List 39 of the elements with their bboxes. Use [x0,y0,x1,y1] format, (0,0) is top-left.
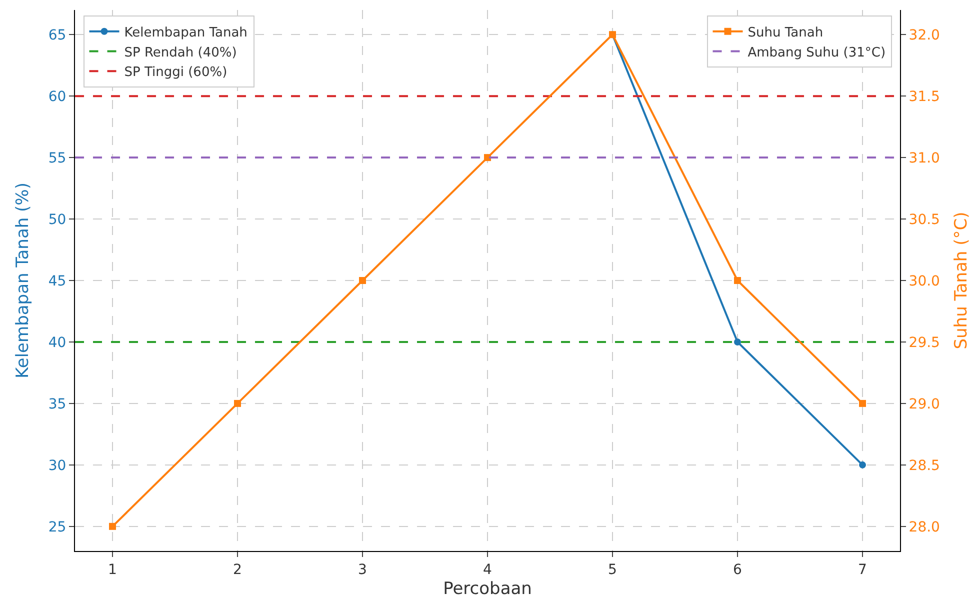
y2-tick-label: 28.5 [908,458,940,474]
x-tick-label: 4 [483,562,492,578]
x-tick-label: 2 [233,562,242,578]
y-axis-title: Kelembapan Tanah (%) [12,182,33,378]
point [109,522,116,530]
y2-tick-label: 29.5 [908,334,940,351]
y-tick-label: 25 [48,519,66,536]
y-tick-label: 50 [48,212,66,228]
x-tick-label: 7 [858,562,867,578]
y-tick-label: 45 [48,273,66,290]
y2-tick-label: 29.0 [908,396,940,412]
legend-label: Ambang Suhu (31°C) [748,45,886,60]
y-tick-label: 55 [48,150,66,166]
legend-label: SP Tinggi (60%) [124,65,228,80]
legend-label: Kelembapan Tanah [124,25,248,40]
y2-tick-label: 32.0 [908,27,940,44]
x-tick-label: 1 [108,562,117,578]
y2-tick-label: 31.5 [908,88,940,105]
point [484,154,491,162]
y2-tick-label: 28.0 [908,519,940,536]
legend-label: Suhu Tanah [748,25,824,40]
point [859,400,866,407]
x-tick-label: 5 [608,562,617,578]
x-axis-title: Percobaan [443,579,532,600]
point [234,400,241,407]
y-tick-label: 30 [48,458,66,474]
y2-tick-label: 31.0 [908,150,940,166]
y2-tick-label: 30.5 [908,212,940,228]
point [359,277,366,284]
y2-tick-label: 30.0 [908,273,940,290]
y-tick-label: 65 [48,27,66,44]
point [734,277,741,284]
x-tick-label: 3 [358,562,367,578]
y2-axis-title: Suhu Tanah (°C) [951,212,972,350]
y-tick-label: 40 [48,334,66,351]
y-tick-label: 60 [48,88,66,105]
x-tick-label: 6 [733,562,742,578]
y-tick-label: 35 [48,396,66,412]
legend-label: SP Rendah (40%) [124,45,237,60]
